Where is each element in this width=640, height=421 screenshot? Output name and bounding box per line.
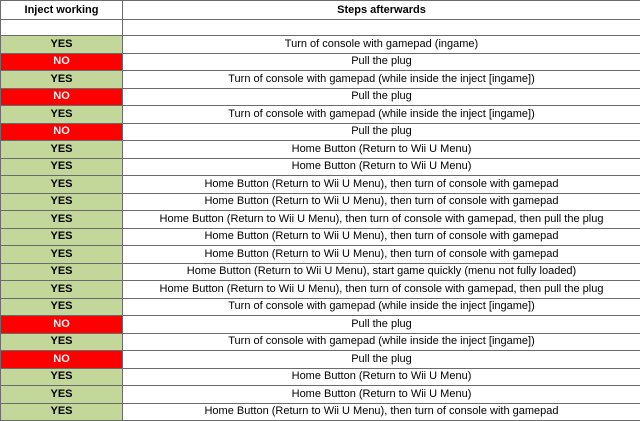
step-cell: Home Button (Return to Wii U Menu), star…: [123, 263, 640, 281]
status-cell: YES: [1, 263, 123, 281]
status-cell: NO: [1, 123, 123, 141]
step-cell: Turn of console with gamepad (while insi…: [123, 333, 640, 351]
step-cell: Pull the plug: [123, 351, 640, 369]
empty-cell: [1, 20, 123, 36]
step-cell: Home Button (Return to Wii U Menu): [123, 158, 640, 176]
step-cell: Pull the plug: [123, 123, 640, 141]
header-cell: Steps afterwards: [123, 1, 640, 20]
step-cell: Home Button (Return to Wii U Menu), then…: [123, 176, 640, 194]
header-row: Inject working Steps afterwards: [1, 1, 640, 20]
step-cell: Home Button (Return to Wii U Menu), then…: [123, 193, 640, 211]
status-cell: YES: [1, 193, 123, 211]
status-cell: NO: [1, 88, 123, 106]
step-cell: Home Button (Return to Wii U Menu), then…: [123, 281, 640, 299]
step-cell: Turn of console with gamepad (while insi…: [123, 298, 640, 316]
status-cell: YES: [1, 368, 123, 386]
step-cell: Home Button (Return to Wii U Menu): [123, 141, 640, 159]
status-cell: YES: [1, 211, 123, 229]
header-cell: Inject working: [1, 1, 123, 20]
step-cell: Pull the plug: [123, 88, 640, 106]
status-cell: YES: [1, 246, 123, 264]
status-cell: YES: [1, 176, 123, 194]
status-cell: YES: [1, 228, 123, 246]
status-cell: NO: [1, 351, 123, 369]
step-cell: Turn of console with gamepad (while insi…: [123, 71, 640, 89]
status-cell: YES: [1, 281, 123, 299]
status-cell: YES: [1, 403, 123, 421]
status-cell: NO: [1, 53, 123, 71]
step-cell: Pull the plug: [123, 316, 640, 334]
step-cell: Home Button (Return to Wii U Menu), then…: [123, 211, 640, 229]
blank-row: [1, 20, 640, 36]
step-cell: Home Button (Return to Wii U Menu): [123, 386, 640, 404]
status-cell: YES: [1, 298, 123, 316]
empty-cell: [123, 20, 640, 36]
step-cell: Home Button (Return to Wii U Menu), then…: [123, 228, 640, 246]
status-cell: NO: [1, 316, 123, 334]
status-cell: YES: [1, 36, 123, 54]
step-cell: Home Button (Return to Wii U Menu), then…: [123, 403, 640, 421]
status-cell: YES: [1, 141, 123, 159]
status-cell: YES: [1, 71, 123, 89]
step-cell: Home Button (Return to Wii U Menu), then…: [123, 246, 640, 264]
step-cell: Pull the plug: [123, 53, 640, 71]
step-cell: Turn of console with gamepad (while insi…: [123, 106, 640, 124]
step-cell: Home Button (Return to Wii U Menu): [123, 368, 640, 386]
status-cell: YES: [1, 158, 123, 176]
status-cell: YES: [1, 106, 123, 124]
status-cell: YES: [1, 333, 123, 351]
status-cell: YES: [1, 386, 123, 404]
step-cell: Turn of console with gamepad (ingame): [123, 36, 640, 54]
